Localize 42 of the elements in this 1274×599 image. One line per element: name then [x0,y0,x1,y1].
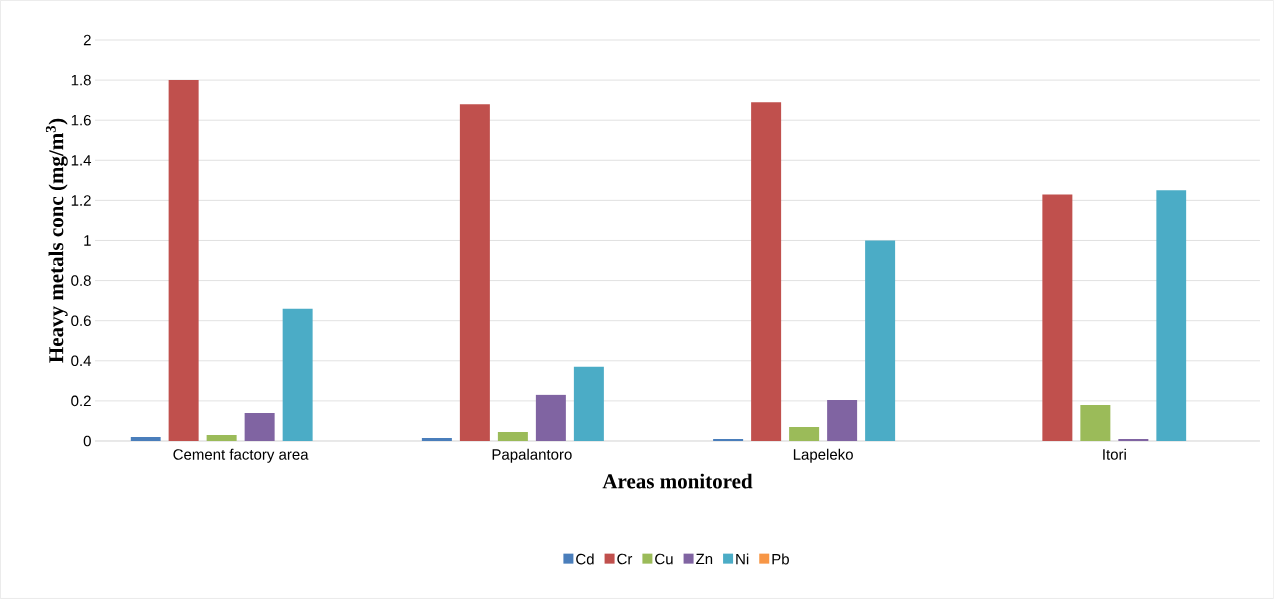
bar [282,308,313,441]
x-tick-label: Lapeleko [793,448,853,463]
bar [865,240,896,441]
legend-label: Zn [696,553,713,565]
bar [751,102,782,441]
y-tick-label: 2 [83,34,91,46]
legend-label: Pb [772,553,789,565]
bar [573,366,604,441]
bar [459,104,490,441]
y-tick-label: 1 [84,235,91,246]
bar [1156,190,1187,441]
legend-label: Cd [576,553,594,565]
bar [206,434,237,441]
y-tick-label: 1.6 [71,114,91,126]
bar [421,437,452,441]
legend-label: Cu [655,553,673,565]
bar [1080,404,1111,441]
y-tick-label: 1.4 [71,155,92,166]
y-tick-label: 1.8 [71,74,91,86]
bar [497,431,528,441]
bar [1042,194,1073,441]
x-tick-label: Papalantoro [492,448,572,463]
y-tick-label: 0.8 [71,275,91,286]
bar [713,438,744,441]
y-tick-label: 0.6 [71,315,91,326]
y-tick-label: 1.2 [71,195,91,206]
x-tick-label: Itori [1103,448,1126,460]
y-tick-label: 0.4 [71,355,92,367]
legend-label: Ni [736,553,749,565]
x-tick-label: Cement factory area [173,448,309,463]
legend-label: Cr [617,553,633,565]
bar [244,412,275,441]
bar [168,80,199,441]
bar [535,394,566,441]
y-axis-title: Heavy metals conc (mg/m$^{3}$) [45,118,68,363]
bar [130,436,161,441]
bar [789,426,820,441]
y-tick-label: 0 [83,435,91,447]
x-axis-title: Areas monitored [602,473,753,489]
y-tick-label: 0.2 [71,395,91,407]
bar [1118,438,1149,441]
bar [827,399,858,441]
